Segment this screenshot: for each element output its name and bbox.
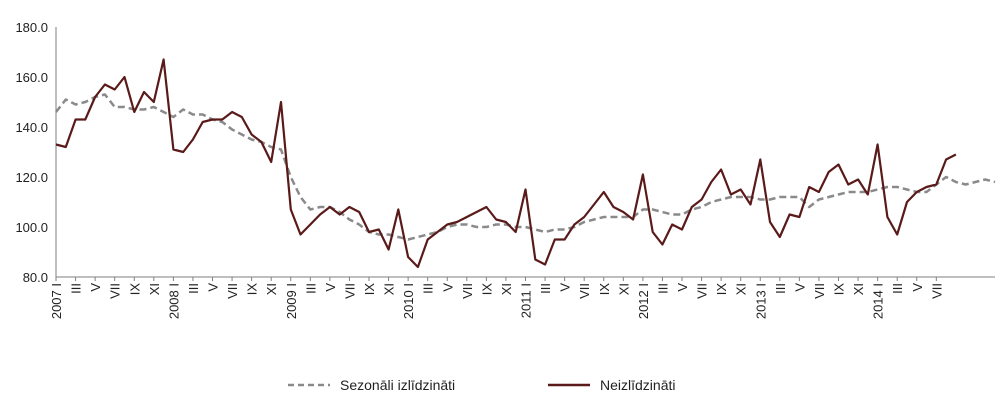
y-tick-label: 100.0: [15, 220, 48, 235]
x-tick-label: IX: [479, 283, 494, 296]
x-tick-label: V: [88, 283, 103, 292]
x-tick-label: 2010 I: [401, 283, 416, 319]
x-tick-label: VII: [577, 283, 592, 299]
x-axis-ticks: 2007 I III V VII IX XI 2008 I III V VII IX XI 2009 I…: [49, 277, 944, 319]
x-tick-label: V: [323, 283, 338, 292]
y-tick-label: 180.0: [15, 20, 48, 35]
x-tick-label: 2014 I: [871, 283, 886, 319]
x-tick-label: V: [558, 283, 573, 292]
x-tick-label: VII: [342, 283, 357, 299]
x-tick-label: XI: [499, 283, 514, 295]
x-tick-label: III: [538, 283, 553, 294]
series-line-raw: [55, 58, 957, 269]
y-axis-ticks: 180.0 160.0 140.0 120.0 100.0 80.0: [15, 20, 48, 285]
x-tick-label: VII: [929, 283, 944, 299]
x-tick-label: 2007 I: [49, 283, 64, 319]
x-tick-label: XI: [382, 283, 397, 295]
x-tick-label: III: [69, 283, 84, 294]
x-tick-label: VII: [812, 283, 827, 299]
x-tick-label: 2013 I: [753, 283, 768, 319]
x-tick-label: V: [910, 283, 925, 292]
x-tick-label: III: [421, 283, 436, 294]
x-tick-label: XI: [851, 283, 866, 295]
x-tick-label: XI: [616, 283, 631, 295]
x-tick-label: V: [675, 283, 690, 292]
x-tick-label: 2011 I: [519, 283, 534, 318]
y-tick-label: 120.0: [15, 170, 48, 185]
x-tick-label: V: [792, 283, 807, 292]
series-group: [55, 58, 996, 269]
x-tick-label: XI: [264, 283, 279, 295]
x-tick-label: IX: [597, 283, 612, 296]
x-tick-label: IX: [362, 283, 377, 296]
axes: [55, 27, 995, 278]
x-tick-label: IX: [714, 283, 729, 296]
y-tick-label: 140.0: [15, 120, 48, 135]
x-tick-label: V: [440, 283, 455, 292]
x-tick-label: IX: [832, 283, 847, 296]
x-tick-label: III: [303, 283, 318, 294]
x-tick-label: VII: [225, 283, 240, 299]
x-tick-label: III: [890, 283, 905, 294]
legend-label-raw: Neizlīdzināti: [600, 377, 675, 393]
legend: Sezonāli izlīdzināti Neizlīdzināti: [288, 377, 675, 393]
x-tick-label: IX: [245, 283, 260, 296]
x-tick-label: VII: [695, 283, 710, 299]
x-tick-label: 2008 I: [166, 283, 181, 319]
x-tick-label: XI: [147, 283, 162, 295]
y-tick-label: 160.0: [15, 70, 48, 85]
x-tick-label: III: [655, 283, 670, 294]
y-tick-label: 80.0: [23, 270, 48, 285]
x-tick-label: V: [206, 283, 221, 292]
x-tick-label: IX: [127, 283, 142, 296]
x-tick-label: III: [773, 283, 788, 294]
x-tick-label: VII: [108, 283, 123, 299]
x-tick-label: 2012 I: [636, 283, 651, 319]
legend-label-seasonal: Sezonāli izlīdzināti: [340, 377, 455, 393]
x-tick-label: 2009 I: [284, 283, 299, 319]
x-tick-label: VII: [460, 283, 475, 299]
x-tick-label: III: [186, 283, 201, 294]
x-tick-label: XI: [734, 283, 749, 295]
series-line-seasonal: [55, 93, 996, 241]
